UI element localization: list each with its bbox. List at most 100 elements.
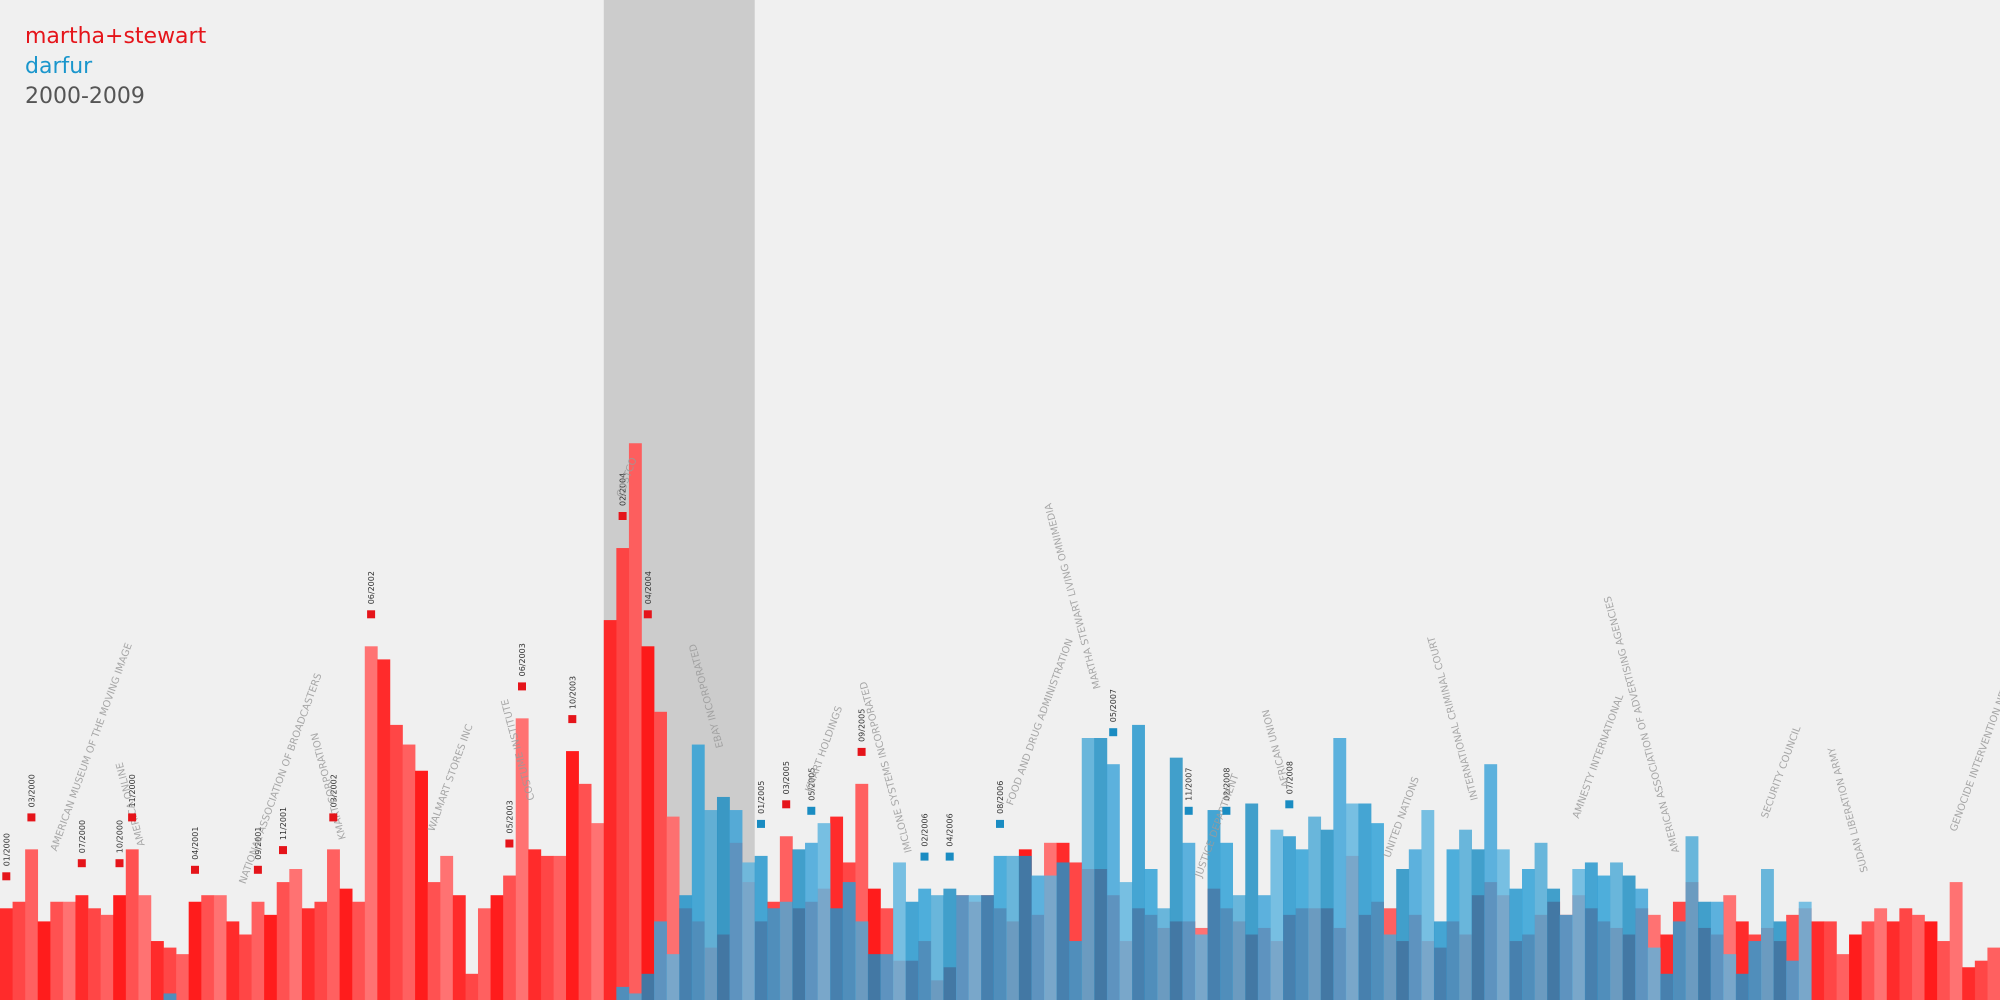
bar-darfur (1672, 921, 1686, 1000)
bar-darfur (1459, 829, 1472, 1000)
bar-darfur (855, 921, 869, 1000)
bar-darfur (1081, 738, 1095, 1000)
date-label: 03/2002 (329, 774, 338, 807)
bar-darfur (1094, 738, 1108, 1000)
bar-darfur (641, 973, 655, 1000)
bar-darfur (1761, 869, 1774, 1000)
bar-darfur (1735, 973, 1749, 1000)
date-label: 10/2000 (116, 820, 125, 853)
bar-darfur (1044, 875, 1057, 1000)
bar-darfur (1484, 764, 1498, 1000)
entity-label: GENOCIDE INTERVENTION NETWORK (1948, 655, 2000, 833)
bar-darfur (1157, 908, 1171, 1000)
bar-darfur (1069, 941, 1083, 1000)
bar-martha-stewart (377, 659, 391, 1000)
date-label: 06/2003 (518, 643, 527, 676)
date-label: 11/2001 (279, 807, 288, 840)
date-label: 11/2000 (128, 774, 137, 807)
date-label: 06/2002 (367, 571, 376, 604)
bar-darfur (742, 862, 756, 1000)
bar-martha-stewart (125, 849, 139, 1000)
bar-darfur (1773, 921, 1787, 1000)
bar-darfur (779, 901, 793, 1000)
legend-series-darfur: darfur (25, 54, 93, 79)
data-marker (2, 872, 11, 881)
data-marker (920, 852, 929, 861)
bar-martha-stewart (616, 548, 630, 1000)
bar-martha-stewart (477, 908, 491, 1000)
bar-darfur (1169, 757, 1183, 1000)
date-label: 09/2001 (254, 827, 263, 860)
bar-martha-stewart (553, 855, 567, 1000)
data-marker (945, 852, 954, 861)
bar-martha-stewart (1861, 921, 1875, 1000)
bar-martha-stewart (1899, 908, 1913, 1000)
bar-darfur (767, 908, 781, 1000)
data-marker (191, 865, 199, 874)
bar-darfur (1610, 862, 1623, 1000)
data-marker (518, 682, 526, 691)
bar-martha-stewart (12, 901, 26, 1000)
bar-martha-stewart (238, 934, 252, 1000)
bar-martha-stewart (452, 895, 466, 1000)
data-marker (782, 800, 791, 809)
bar-darfur (830, 908, 844, 1000)
bar-darfur (1232, 895, 1246, 1000)
data-marker (279, 846, 287, 855)
bar-martha-stewart (566, 751, 579, 1000)
date-label: 03/2000 (27, 774, 36, 807)
bar-martha-stewart (1849, 934, 1862, 1000)
entity-label: KMART HOLDINGS (804, 705, 845, 794)
bar-darfur (1333, 738, 1347, 1000)
data-marker (996, 819, 1004, 828)
bar-darfur (1748, 941, 1762, 1000)
bar-darfur (1308, 816, 1322, 1000)
bar-darfur (1786, 960, 1800, 1000)
data-marker (77, 859, 86, 868)
bar-darfur (628, 993, 642, 1000)
bar-darfur (1698, 901, 1711, 1000)
bar-martha-stewart (591, 823, 605, 1000)
bar-darfur (1283, 836, 1296, 1000)
bar-darfur (666, 954, 680, 1000)
bar-martha-stewart (176, 954, 189, 1000)
bar-darfur (981, 895, 995, 1000)
entity-label: UNITED NATIONS (1382, 775, 1422, 859)
bar-darfur (1245, 803, 1259, 1000)
bar-martha-stewart (1962, 967, 1976, 1000)
bar-martha-stewart (339, 888, 353, 1000)
bar-darfur (1144, 869, 1158, 1000)
bar-martha-stewart (578, 783, 592, 1000)
bar-darfur (905, 901, 919, 1000)
bar-martha-stewart (1823, 921, 1837, 1000)
data-marker (568, 715, 577, 724)
bar-darfur (1358, 803, 1372, 1000)
bar-martha-stewart (1811, 921, 1825, 1000)
bar-darfur (817, 823, 831, 1000)
bar-martha-stewart (150, 941, 164, 1000)
date-label: 09/2005 (858, 709, 867, 742)
data-marker (1222, 806, 1231, 815)
bar-martha-stewart (251, 901, 265, 1000)
bar-darfur (1194, 934, 1208, 1000)
date-label: 08/2006 (996, 781, 1005, 814)
date-label: 02/2006 (921, 813, 930, 846)
bar-darfur (716, 796, 730, 1000)
bar-darfur (1119, 882, 1133, 1000)
bar-darfur (1723, 954, 1737, 1000)
bar-darfur (1496, 849, 1510, 1000)
bar-darfur (1182, 842, 1196, 1000)
bar-martha-stewart (25, 849, 39, 1000)
bar-darfur (867, 954, 881, 1000)
entity-label: MARTHA STEWART LIVING OMNIMEDIA (1043, 502, 1103, 690)
date-label: 05/2005 (807, 768, 816, 801)
data-marker (618, 512, 627, 520)
bar-martha-stewart (276, 882, 290, 1000)
bar-darfur (1270, 829, 1284, 1000)
bar-darfur (1685, 836, 1699, 1000)
bar-martha-stewart (415, 770, 428, 1000)
bar-darfur (1396, 869, 1410, 1000)
date-label: 03/2005 (782, 761, 791, 794)
bar-darfur (993, 855, 1007, 1000)
bar-darfur (880, 954, 894, 1000)
